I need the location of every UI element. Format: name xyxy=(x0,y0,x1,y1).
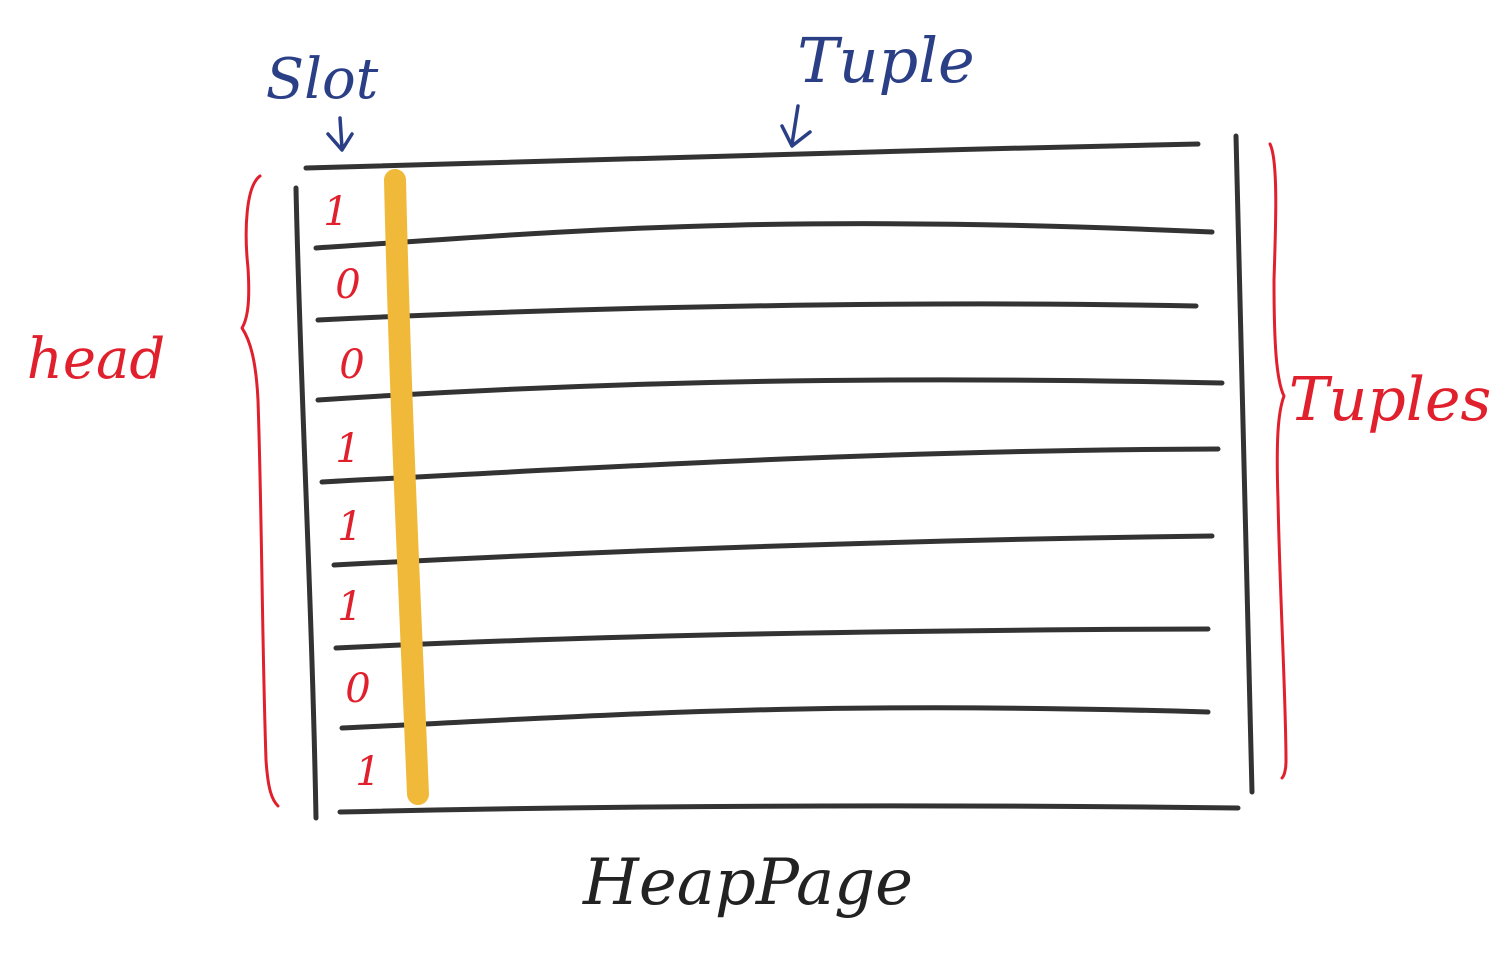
slot-bit: 1 xyxy=(337,504,362,550)
slot-bit: 0 xyxy=(335,262,360,308)
head-brace xyxy=(240,174,280,808)
tuples-brace xyxy=(1268,142,1288,780)
row-line xyxy=(331,533,1215,568)
slot-bit: 0 xyxy=(339,342,364,388)
page-right-border xyxy=(1233,133,1255,795)
row-line xyxy=(315,377,1225,403)
slot-bit: 1 xyxy=(323,189,348,235)
slot-bit: 1 xyxy=(335,426,360,472)
slot-bit: 1 xyxy=(355,749,380,795)
row-line xyxy=(333,626,1211,651)
slot-bit: 0 xyxy=(345,666,370,712)
slot-separator-highlight xyxy=(384,169,429,805)
tuples-label: Tuples xyxy=(1289,365,1492,435)
row-line-bottom xyxy=(337,803,1241,815)
slot-arrow-icon xyxy=(326,116,354,152)
row-line xyxy=(319,446,1221,485)
page-left-border xyxy=(293,185,319,821)
slot-label: Slot xyxy=(266,47,379,112)
tuple-arrow-icon xyxy=(780,104,812,148)
head-label: head xyxy=(27,327,165,392)
slot-bits: 1 0 0 1 1 1 0 1 xyxy=(323,189,380,795)
tuple-label: Tuple xyxy=(797,24,975,97)
row-line xyxy=(339,705,1211,731)
row-line xyxy=(313,221,1215,251)
row-lines xyxy=(303,141,1241,815)
row-line xyxy=(315,301,1199,323)
slot-bit: 1 xyxy=(337,584,362,630)
diagram-title: HeapPage xyxy=(582,846,913,920)
row-line-top xyxy=(303,141,1201,171)
